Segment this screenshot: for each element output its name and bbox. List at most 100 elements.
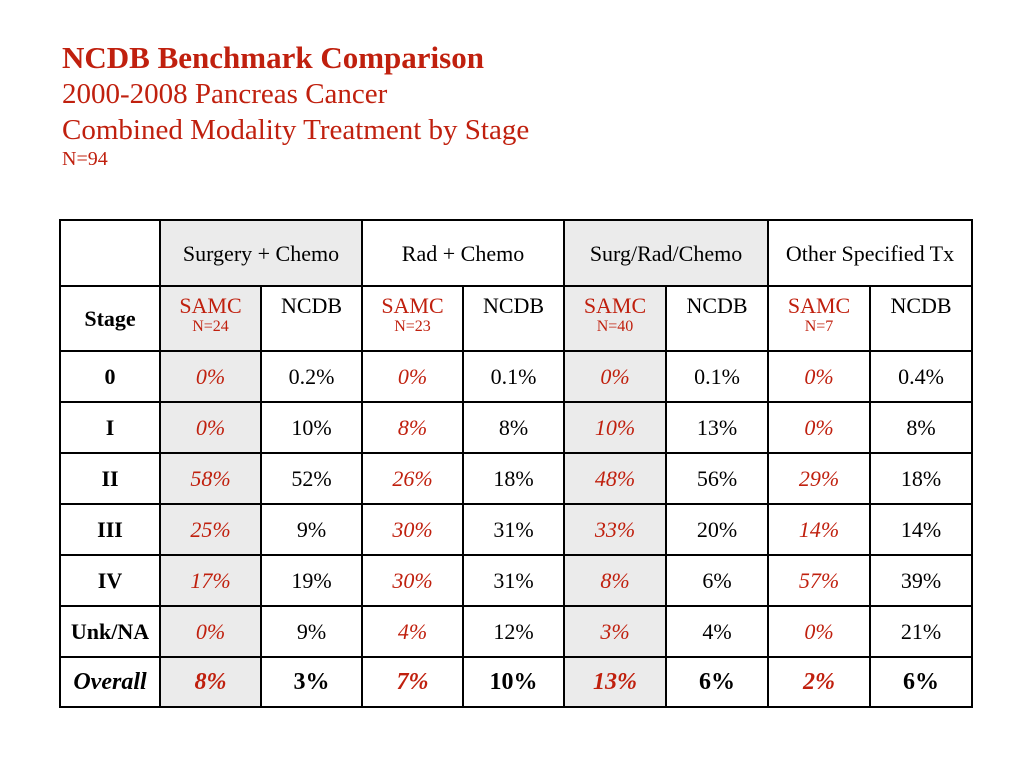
table-row: III 25% 9% 30% 31% 33% 20% 14% 14% (59, 503, 974, 556)
slide-title-block: NCDB Benchmark Comparison 2000-2008 Panc… (62, 40, 529, 170)
samc-overall-cell: 13% (563, 656, 667, 708)
samc-value-cell: 0% (361, 350, 464, 403)
samc-value-cell: 29% (767, 452, 872, 505)
ncdb-value-cell: 0.2% (260, 350, 363, 403)
stage-cell: 0 (59, 350, 161, 403)
group-header-surgery-chemo: Surgery + Chemo (159, 219, 363, 287)
ncdb-value-cell: 4% (664, 605, 770, 658)
ncdb-value-cell: 20% (664, 503, 770, 556)
slide-sample-size: N=94 (62, 148, 108, 170)
overall-label-cell: Overall (59, 656, 161, 708)
samc-value-cell: 14% (767, 503, 872, 556)
group-header-rad-chemo: Rad + Chemo (361, 219, 565, 287)
table-corner-cell (59, 219, 161, 287)
ncdb-value-cell: 39% (869, 554, 974, 607)
ncdb-overall-cell: 6% (869, 656, 974, 708)
ncdb-value-cell: 21% (869, 605, 974, 658)
ncdb-value-cell: 0.1% (462, 350, 565, 403)
group-header-surg-rad-chemo: Surg/Rad/Chemo (562, 219, 770, 287)
samc-value-cell: 8% (361, 401, 464, 454)
samc-value-cell: 58% (159, 452, 262, 505)
samc-value-cell: 30% (361, 503, 464, 556)
ncdb-overall-cell: 3% (260, 656, 363, 708)
samc-n: N=7 (804, 318, 834, 335)
stage-column-header: Stage (59, 285, 161, 352)
samc-value-cell: 10% (563, 401, 667, 454)
table-row: I 0% 10% 8% 8% 10% 13% 0% 8% (59, 401, 974, 454)
samc-n: N=24 (192, 318, 229, 335)
stage-cell: IV (59, 554, 161, 607)
samc-header-2: SAMC N=23 (361, 285, 464, 352)
samc-label: SAMC (179, 293, 242, 318)
ncdb-header-2: NCDB (462, 285, 565, 352)
ncdb-value-cell: 10% (260, 401, 363, 454)
samc-value-cell: 8% (563, 554, 667, 607)
ncdb-value-cell: 6% (664, 554, 770, 607)
samc-value-cell: 26% (361, 452, 464, 505)
samc-value-cell: 3% (563, 605, 667, 658)
samc-value-cell: 0% (563, 350, 667, 403)
slide-subtitle-period: 2000-2008 Pancreas Cancer (62, 78, 388, 110)
benchmark-table: Surgery + Chemo Rad + Chemo Surg/Rad/Che… (59, 219, 974, 708)
ncdb-value-cell: 8% (462, 401, 565, 454)
stage-cell: Unk/NA (59, 605, 161, 658)
ncdb-value-cell: 18% (869, 452, 974, 505)
samc-value-cell: 17% (159, 554, 262, 607)
samc-label: SAMC (381, 293, 444, 318)
samc-value-cell: 4% (361, 605, 464, 658)
table-row: 0 0% 0.2% 0% 0.1% 0% 0.1% 0% 0.4% (59, 350, 974, 403)
samc-value-cell: 0% (159, 605, 262, 658)
samc-value-cell: 33% (563, 503, 667, 556)
table-group-header-row: Surgery + Chemo Rad + Chemo Surg/Rad/Che… (59, 219, 974, 287)
ncdb-value-cell: 31% (462, 503, 565, 556)
ncdb-value-cell: 14% (869, 503, 974, 556)
ncdb-value-cell: 56% (664, 452, 770, 505)
samc-value-cell: 0% (159, 401, 262, 454)
ncdb-value-cell: 13% (664, 401, 770, 454)
samc-n: N=23 (394, 318, 431, 335)
ncdb-value-cell: 9% (260, 503, 363, 556)
ncdb-value-cell: 19% (260, 554, 363, 607)
slide-title: NCDB Benchmark Comparison (62, 40, 484, 75)
ncdb-header-4: NCDB (869, 285, 974, 352)
samc-overall-cell: 8% (159, 656, 262, 708)
ncdb-value-cell: 18% (462, 452, 565, 505)
ncdb-overall-cell: 10% (462, 656, 565, 708)
samc-value-cell: 30% (361, 554, 464, 607)
samc-header-1: SAMC N=24 (159, 285, 262, 352)
samc-value-cell: 48% (563, 452, 667, 505)
samc-header-4: SAMC N=7 (767, 285, 872, 352)
ncdb-value-cell: 9% (260, 605, 363, 658)
samc-label: SAMC (583, 293, 647, 318)
stage-cell: II (59, 452, 161, 505)
table-overall-row: Overall 8% 3% 7% 10% 13% 6% 2% 6% (59, 656, 974, 708)
samc-value-cell: 0% (767, 401, 872, 454)
stage-cell: I (59, 401, 161, 454)
samc-overall-cell: 2% (767, 656, 872, 708)
samc-value-cell: 0% (159, 350, 262, 403)
group-header-other-tx: Other Specified Tx (767, 219, 974, 287)
table-row: IV 17% 19% 30% 31% 8% 6% 57% 39% (59, 554, 974, 607)
samc-value-cell: 25% (159, 503, 262, 556)
ncdb-header-3: NCDB (664, 285, 770, 352)
samc-n: N=40 (596, 318, 634, 335)
stage-cell: III (59, 503, 161, 556)
samc-header-3: SAMC N=40 (563, 285, 667, 352)
table-subheader-row: Stage SAMC N=24 NCDB SAMC N=23 NCDB SAMC N=… (59, 285, 974, 352)
ncdb-value-cell: 0.1% (664, 350, 770, 403)
samc-overall-cell: 7% (361, 656, 464, 708)
samc-label: SAMC (787, 293, 851, 318)
samc-value-cell: 57% (767, 554, 872, 607)
ncdb-value-cell: 8% (869, 401, 974, 454)
ncdb-value-cell: 0.4% (869, 350, 974, 403)
table-row: Unk/NA 0% 9% 4% 12% 3% 4% 0% 21% (59, 605, 974, 658)
table-row: II 58% 52% 26% 18% 48% 56% 29% 18% (59, 452, 974, 505)
slide-subtitle-topic: Combined Modality Treatment by Stage (62, 114, 530, 146)
ncdb-value-cell: 12% (462, 605, 565, 658)
ncdb-overall-cell: 6% (664, 656, 770, 708)
samc-value-cell: 0% (767, 350, 872, 403)
samc-value-cell: 0% (767, 605, 872, 658)
ncdb-value-cell: 52% (260, 452, 363, 505)
ncdb-header-1: NCDB (260, 285, 363, 352)
ncdb-value-cell: 31% (462, 554, 565, 607)
